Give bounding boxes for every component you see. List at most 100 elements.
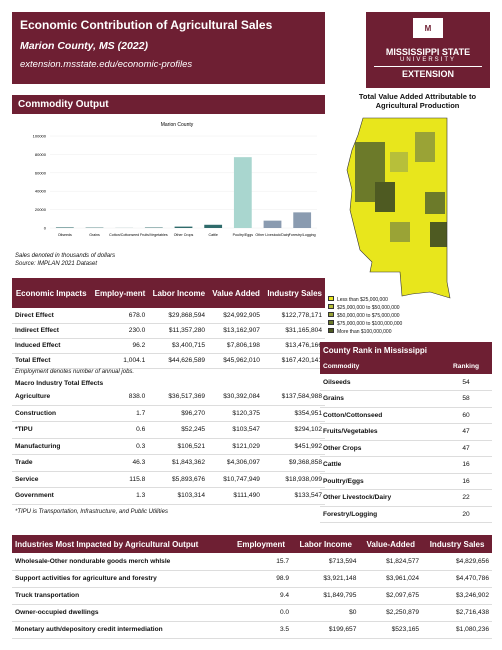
logo-line: MISSISSIPPI STATE bbox=[385, 47, 471, 57]
table-cell: $103,547 bbox=[232, 426, 260, 434]
table-row: Construction 1.7 $96,270 $120,375 $354,951 bbox=[12, 405, 325, 422]
column-header: Value Added bbox=[208, 278, 263, 308]
table-cell: $451,992 bbox=[294, 442, 322, 450]
table-cell: $1,843,362 bbox=[172, 459, 206, 467]
rank-table: County Rank in Mississippi Commodity Ranki… bbox=[320, 342, 492, 523]
legend-swatch bbox=[328, 312, 334, 317]
table-cell: Grains bbox=[323, 395, 344, 403]
table-row: Service 115.8 $5,893,676 $10,747,949 $18,938… bbox=[12, 471, 325, 488]
logo-mark: M bbox=[413, 18, 443, 38]
legend-swatch bbox=[328, 296, 334, 301]
table-cell: 47 bbox=[462, 428, 470, 436]
title: Economic Contribution of Agricultural Sa… bbox=[20, 18, 273, 32]
table-cell: Forestry/Logging bbox=[323, 510, 378, 518]
table-cell: $122,778,171 bbox=[281, 311, 322, 319]
table-row: Cattle 16 bbox=[320, 457, 492, 473]
note: Sales denoted in thousands of dollars bbox=[15, 253, 116, 259]
table-cell: $4,306,097 bbox=[226, 459, 260, 467]
table-row: Government 1.3 $103,314 $111,490 $133,547 bbox=[12, 488, 325, 504]
table-cell: $121,029 bbox=[232, 442, 260, 450]
table-cell: 58 bbox=[462, 395, 470, 403]
table-row: Other Crops 47 bbox=[320, 440, 492, 457]
table-cell: $1,824,577 bbox=[386, 557, 420, 565]
x-tick-label: Fruits/Vegetables bbox=[140, 233, 168, 237]
bar bbox=[55, 227, 74, 228]
table-cell: $30,392,084 bbox=[223, 393, 260, 400]
table-cell: Fruits/Vegetables bbox=[323, 428, 378, 436]
bar bbox=[204, 224, 223, 228]
table-row: Trade 46.3 $1,843,362 $4,306,097 $9,368,858 bbox=[12, 455, 325, 471]
x-tick-label: Other Crops bbox=[174, 233, 194, 237]
x-tick-label: Poultry/Eggs bbox=[233, 233, 254, 237]
legend-label: Less than $25,000,000 bbox=[337, 297, 388, 303]
table-cell: Cattle bbox=[323, 461, 342, 469]
table-cell: Cotton/Cottonseed bbox=[323, 411, 383, 419]
table-cell: $294,102 bbox=[294, 426, 322, 434]
column-header: Ranking bbox=[440, 358, 492, 374]
subtitle: Marion County, MS (2022) bbox=[20, 40, 148, 52]
table-cell: $4,829,656 bbox=[455, 557, 489, 565]
table-cell: $10,747,949 bbox=[223, 475, 260, 483]
table-cell: 20 bbox=[462, 510, 470, 518]
table-cell: $24,992,905 bbox=[223, 311, 260, 319]
table-cell: $1,849,795 bbox=[323, 592, 357, 599]
table-cell: Support activities for agriculture and f… bbox=[15, 575, 157, 582]
footnote: *TIPU is Transportation, Infrastructure,… bbox=[15, 508, 168, 515]
table-cell: $133,547 bbox=[294, 492, 322, 500]
map-title: Total Value Added Attributable to Agricu… bbox=[358, 92, 477, 110]
table-cell: $2,716,438 bbox=[455, 609, 489, 616]
table-cell: Construction bbox=[15, 409, 57, 417]
table-cell: 0.6 bbox=[136, 426, 146, 434]
column-header: Industry Sales bbox=[262, 278, 325, 308]
table-row: Total Effect 1,004.1 $44,626,589 $45,962,01… bbox=[12, 353, 325, 368]
bar bbox=[174, 226, 193, 228]
column-header: Employ-ment bbox=[90, 278, 149, 308]
table-cell: $3,961,024 bbox=[386, 575, 420, 582]
table-cell: 838.0 bbox=[128, 393, 146, 400]
table-cell: $111,490 bbox=[233, 492, 260, 500]
table-cell: 0.0 bbox=[279, 609, 290, 616]
table-cell: Service bbox=[15, 475, 39, 483]
table-cell: Total Effect bbox=[15, 357, 51, 364]
table-cell: Manufacturing bbox=[15, 442, 61, 450]
legend-entry: More than $100,000,000 bbox=[328, 328, 402, 336]
table-cell: 115.8 bbox=[129, 475, 146, 483]
table-title: County Rank in Mississippi bbox=[320, 342, 492, 358]
table-cell: 98.9 bbox=[276, 575, 290, 582]
table-cell: 1,004.1 bbox=[123, 357, 146, 364]
table-cell: 15.7 bbox=[276, 557, 290, 565]
chart: Marion County 0 20000 40000 60000 80000 10000… bbox=[33, 122, 317, 237]
table-cell: 16 bbox=[462, 477, 470, 485]
legend-entry: $25,000,000 to $50,000,000 bbox=[328, 304, 402, 312]
table-cell: $3,400,715 bbox=[172, 342, 206, 349]
table-cell: $3,921,148 bbox=[323, 575, 357, 582]
column-header: Economic Impacts bbox=[12, 278, 91, 308]
y-tick-label: 80000 bbox=[35, 152, 47, 157]
table-row: Forestry/Logging 20 bbox=[320, 506, 492, 523]
table-cell: $2,097,675 bbox=[386, 592, 420, 599]
y-tick-label: 100000 bbox=[33, 134, 47, 139]
legend-label: More than $100,000,000 bbox=[337, 329, 392, 335]
legend-entry: Less than $25,000,000 bbox=[328, 296, 402, 304]
table-cell: Owner-occupied dwellings bbox=[15, 609, 99, 616]
table-row: Grains 58 bbox=[320, 391, 492, 407]
table-cell: $199,657 bbox=[328, 626, 357, 633]
table-cell: $713,594 bbox=[328, 557, 357, 565]
table-cell: 678.0 bbox=[128, 311, 146, 319]
table-cell: $3,246,902 bbox=[455, 592, 489, 599]
table-cell: Wholesale-Other nondurable goods merch w… bbox=[15, 557, 171, 565]
table-cell: $103,314 bbox=[177, 492, 206, 500]
map bbox=[346, 117, 451, 299]
x-tick-label: Oilseeds bbox=[58, 233, 72, 237]
column-header: Labor Income bbox=[292, 535, 360, 553]
table-cell: 22 bbox=[462, 494, 470, 502]
chart-title: Marion County bbox=[161, 122, 194, 128]
column-header: Labor Income bbox=[148, 278, 209, 308]
table-cell: 16 bbox=[462, 461, 470, 469]
table-cell: $11,357,280 bbox=[168, 327, 206, 334]
table-row: *TIPU 0.6 $52,245 $103,547 $294,102 bbox=[12, 422, 325, 438]
table-cell: $2,250,879 bbox=[386, 609, 420, 616]
x-tick-label: Cotton/Cottonseed bbox=[109, 233, 139, 237]
table-cell: Indirect Effect bbox=[15, 327, 59, 334]
